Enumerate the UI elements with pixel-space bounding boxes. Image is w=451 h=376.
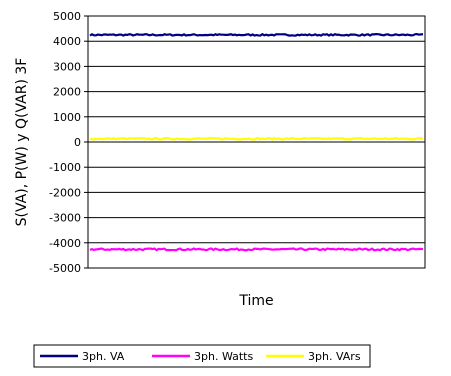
series-line-3 [89,136,424,141]
y-tick-label: -2000 [49,186,81,199]
legend-label-1: 3ph. VA [82,350,125,363]
y-axis-title: S(VA), P(W) y Q(VAR) 3F [14,58,30,227]
y-tick-label: -1000 [49,161,81,174]
y-axis-ticks: 5000 4000 3000 2000 1000 0 -1000 -2000 -3000 -400… [49,10,88,275]
y-tick-label: 3000 [53,60,81,73]
legend-label-2: 3ph. Watts [194,350,253,363]
series-lines [89,33,424,252]
legend: 3ph. VA 3ph. Watts 3ph. VArs [33,344,371,368]
y-tick-label: -5000 [49,262,81,275]
series-line-1 [89,33,424,37]
y-tick-label: 0 [74,136,81,149]
legend-box [33,344,371,368]
y-tick-label: 4000 [53,35,81,48]
x-axis-title: Time [238,293,273,309]
gridlines [88,15,425,269]
y-tick-label: 5000 [53,10,81,23]
y-tick-label: -3000 [49,212,81,225]
series-line-2 [89,247,424,252]
y-tick-label: 2000 [53,86,81,99]
legend-label-3: 3ph. VArs [308,350,361,363]
y-tick-label: 1000 [53,111,81,124]
y-tick-label: -4000 [49,237,81,250]
